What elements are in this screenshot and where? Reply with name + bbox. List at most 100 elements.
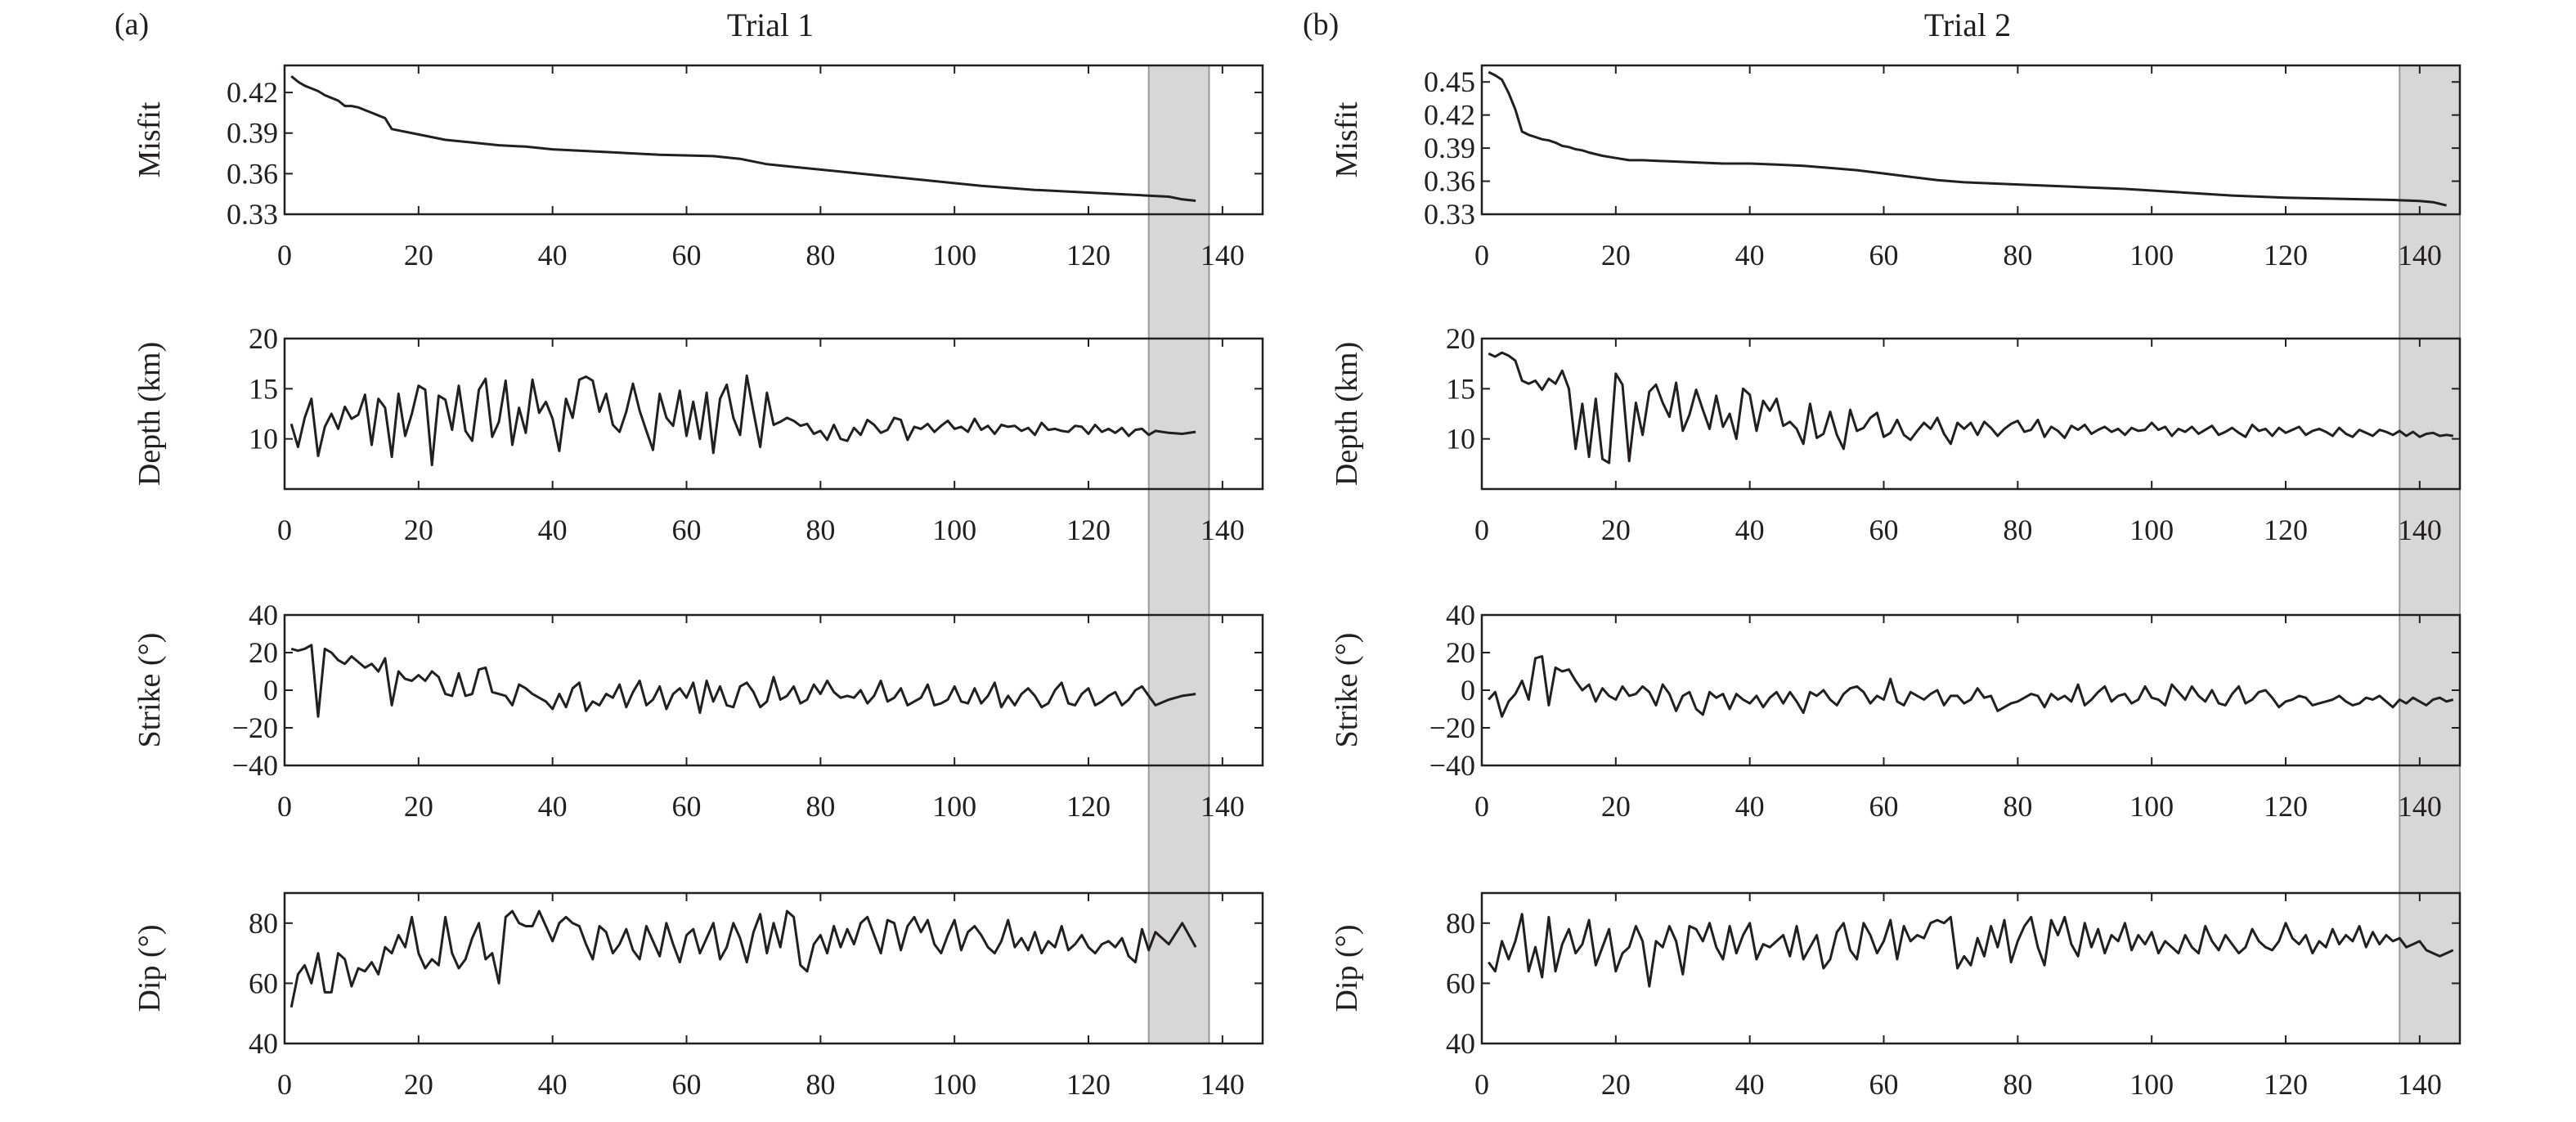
chart-a-3-ylabel: Dip (°)	[132, 924, 167, 1012]
chart-b-2-ytick-label: 40	[1446, 599, 1475, 631]
chart-a-3: Dip (°) 40 60 80 0 20 40 60 80 100 120 140	[132, 891, 1264, 1101]
chart-b-1-xtick-label: 140	[2398, 514, 2442, 546]
chart-b-3-frame	[1480, 891, 2462, 1045]
chart-b-1-xtick-label: 60	[1869, 514, 1899, 546]
chart-b-1-xtick-label: 40	[1735, 514, 1765, 546]
chart-a-1-xtick-label: 40	[538, 514, 568, 546]
chart-b-0-xtick-label: 60	[1869, 239, 1899, 272]
chart-b-0-ytick-label: 0.42	[1424, 99, 1475, 132]
chart-b-3-xtick-label: 100	[2129, 1068, 2174, 1101]
chart-b-3-xtick-label: 60	[1869, 1068, 1899, 1101]
chart-b-1-xtick-label: 0	[1474, 514, 1489, 546]
chart-b-2-xtick-label: 60	[1869, 790, 1899, 823]
chart-a-1-frame	[283, 337, 1264, 491]
chart-b-3-ylabel: Dip (°)	[1330, 924, 1364, 1012]
chart-b-0: Misfit 0.330.360.390.420.45 0 20 40 60 80 100 12…	[1330, 64, 2462, 272]
chart-a-0-ytick-label: 0.33	[227, 198, 278, 231]
chart-b-3-xtick-label: 40	[1735, 1068, 1765, 1101]
chart-a-0-frame	[283, 64, 1264, 216]
chart-a-0-xtick-label: 80	[806, 239, 835, 272]
chart-a-2-series-line	[290, 644, 1196, 718]
chart-b-1-ytick-label: 15	[1446, 372, 1475, 405]
chart-a-2-xtick-label: 100	[932, 790, 976, 823]
chart-b-2-ytick-label: −40	[1429, 749, 1475, 782]
chart-b-0-xtick-label: 100	[2129, 239, 2174, 272]
chart-b-2: Strike (°) −40 −20 0 20 40 0 20 40 60 80 100 120 140	[1330, 599, 2462, 823]
chart-b-3-xtick-label: 80	[2003, 1068, 2032, 1101]
chart-a-0-ytick-label: 0.39	[227, 117, 278, 150]
chart-b-2-xtick-label: 80	[2003, 790, 2032, 823]
chart-b-0-ytick-label: 0.33	[1424, 198, 1475, 231]
chart-b-2-ytick-label: 0	[1461, 674, 1475, 707]
chart-a-3-xtick-label: 60	[672, 1068, 702, 1101]
chart-b-2-xtick-label: 0	[1474, 790, 1489, 823]
chart-b-2-ytick-label: −20	[1429, 711, 1475, 744]
chart-b-1-series-line	[1488, 351, 2454, 465]
chart-a-1-xtick-label: 60	[672, 514, 702, 546]
chart-a-3-xtick-label: 140	[1200, 1068, 1245, 1101]
chart-a-3-ytick-label: 80	[249, 907, 278, 940]
chart-b-2-xtick-label: 20	[1601, 790, 1631, 823]
chart-a-3-xtick-label: 80	[806, 1068, 835, 1101]
chart-a-3-frame	[283, 891, 1264, 1045]
chart-a-1-xtick-label: 20	[404, 514, 433, 546]
chart-b-0-xtick-label: 120	[2264, 239, 2308, 272]
chart-b-0-xtick-label: 40	[1735, 239, 1765, 272]
chart-b-3-xtick-label: 0	[1474, 1068, 1489, 1101]
chart-a-0-xtick-label: 60	[672, 239, 702, 272]
chart-a-1-ytick-label: 15	[249, 372, 278, 405]
panel-a-title: Trial 1	[727, 7, 814, 43]
chart-a-0-xtick-label: 140	[1200, 239, 1245, 272]
chart-b-3-ytick-label: 40	[1446, 1027, 1475, 1060]
chart-b-3-ytick-label: 60	[1446, 967, 1475, 999]
chart-b-2-series-line	[1488, 655, 2454, 718]
chart-a-1-xtick-label: 140	[1200, 514, 1245, 546]
chart-b-3-ytick-label: 80	[1446, 907, 1475, 940]
chart-a-2-ytick-label: −40	[232, 749, 278, 782]
panel-a-label: (a)	[114, 7, 149, 42]
chart-b-1-ytick-label: 20	[1446, 322, 1475, 355]
chart-a-3-xtick-label: 100	[932, 1068, 976, 1101]
chart-b-1-xtick-label: 100	[2129, 514, 2174, 546]
panel-b-title: Trial 2	[1924, 7, 2011, 43]
chart-a-2-xtick-label: 80	[806, 790, 835, 823]
chart-a-0-ytick-label: 0.42	[227, 76, 278, 109]
chart-b-0-ytick-label: 0.45	[1424, 65, 1475, 98]
chart-a-0-xtick-label: 0	[277, 239, 292, 272]
chart-a-0-ytick-label: 0.36	[227, 157, 278, 190]
chart-b-0-ytick-label: 0.39	[1424, 132, 1475, 164]
chart-b-3-xtick-label: 20	[1601, 1068, 1631, 1101]
chart-a-0-series-line	[290, 75, 1196, 202]
chart-b-3: Dip (°) 40 60 80 0 20 40 60 80 100 120 140	[1330, 891, 2462, 1101]
chart-b-0-frame	[1480, 64, 2462, 216]
chart-b-0-xtick-label: 20	[1601, 239, 1631, 272]
shaded-band-a	[1147, 65, 1210, 1044]
chart-b-0-ytick-label: 0.36	[1424, 165, 1475, 198]
chart-b-0-xtick-label: 140	[2398, 239, 2442, 272]
chart-a-2-ytick-label: 40	[249, 599, 278, 631]
chart-b-1-xtick-label: 120	[2264, 514, 2308, 546]
chart-b-2-ylabel: Strike (°)	[1330, 633, 1364, 748]
chart-a-2-ytick-label: 0	[263, 674, 278, 707]
chart-a-3-ytick-label: 40	[249, 1027, 278, 1060]
chart-a-2-xtick-label: 40	[538, 790, 568, 823]
chart-a-0-xtick-label: 40	[538, 239, 568, 272]
chart-a-1-xtick-label: 0	[277, 514, 292, 546]
chart-a-1: Depth (km) 10 15 20 0 20 40 60 80 100 120 140	[132, 322, 1264, 546]
chart-a-2-ytick-label: 20	[249, 636, 278, 669]
shaded-band-b	[2399, 65, 2461, 1044]
chart-b-1: Depth (km) 10 15 20 0 20 40 60 80 100 120 140	[1330, 322, 2462, 546]
chart-b-2-frame	[1480, 613, 2462, 767]
chart-a-2-xtick-label: 120	[1066, 790, 1111, 823]
chart-a-1-xtick-label: 120	[1066, 514, 1111, 546]
chart-b-1-xtick-label: 20	[1601, 514, 1631, 546]
chart-b-0-series-line	[1488, 70, 2447, 207]
chart-b-0-ylabel: Misfit	[1330, 101, 1364, 177]
chart-a-2-xtick-label: 140	[1200, 790, 1245, 823]
chart-a-3-xtick-label: 40	[538, 1068, 568, 1101]
chart-b-2-ytick-label: 20	[1446, 636, 1475, 669]
chart-b-3-xtick-label: 120	[2264, 1068, 2308, 1101]
chart-b-0-xtick-label: 80	[2003, 239, 2032, 272]
